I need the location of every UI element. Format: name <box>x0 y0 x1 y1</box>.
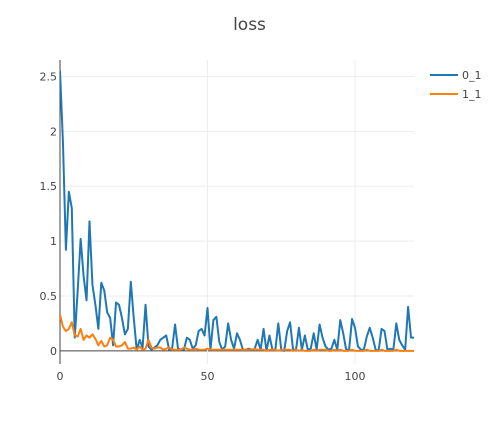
y-tick-label: 1 <box>50 235 57 248</box>
x-tick-label: 50 <box>201 370 215 383</box>
x-tick-label: 100 <box>345 370 366 383</box>
y-tick-label: 0.5 <box>40 290 58 303</box>
y-tick-label: 1.5 <box>40 180 58 193</box>
series-line-1_1 <box>60 314 414 352</box>
chart-title: loss <box>233 15 266 35</box>
y-tick-label: 0 <box>50 345 57 358</box>
series-line-0_1 <box>60 70 414 352</box>
legend-label: 1_1 <box>462 88 482 101</box>
y-tick-label: 2 <box>50 125 57 138</box>
legend[interactable]: 0_11_1 <box>430 69 482 101</box>
x-tick-label: 0 <box>57 370 64 383</box>
legend-label: 0_1 <box>462 69 482 82</box>
y-tick-label: 2.5 <box>40 70 58 83</box>
plot-area: 0 0.5 1 1.5 2 2.5 0 50 100 <box>40 60 414 383</box>
legend-item-1_1[interactable]: 1_1 <box>430 88 482 101</box>
legend-item-0_1[interactable]: 0_1 <box>430 69 482 82</box>
